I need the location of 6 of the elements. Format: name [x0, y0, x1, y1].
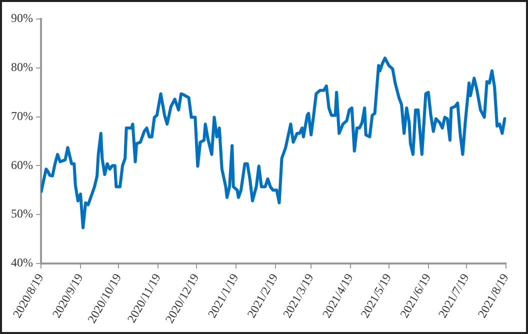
y-tick-label: 50%	[10, 206, 33, 221]
y-tick-label: 70%	[10, 108, 33, 123]
y-tick-label: 60%	[10, 158, 33, 172]
y-tick-label: 90%	[10, 11, 33, 26]
y-tick-label: 40%	[10, 256, 33, 270]
y-tick-label: 80%	[10, 60, 33, 74]
